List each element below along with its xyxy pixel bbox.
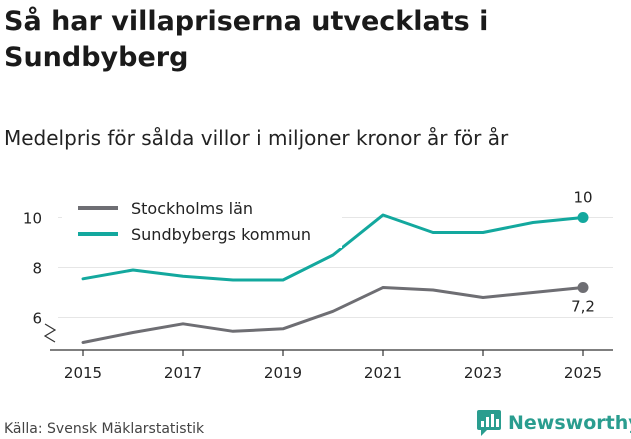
y-tick-label: 8 xyxy=(32,260,42,278)
series-end-label: 7,2 xyxy=(571,298,595,316)
brand-name: Newsworthy xyxy=(508,412,631,434)
series-end-label: 10 xyxy=(573,189,592,207)
x-tick-label: 2017 xyxy=(164,364,202,382)
axis-break-icon xyxy=(43,323,57,343)
series-line-sundbyberg xyxy=(81,213,585,282)
series-end-point xyxy=(577,212,589,223)
y-tick-label: 10 xyxy=(23,210,42,228)
legend-label: Sundbybergs kommun xyxy=(131,225,311,244)
series-end-point xyxy=(577,282,589,293)
y-tick-label: 6 xyxy=(32,310,42,328)
chart-subtitle: Medelpris för sålda villor i miljoner kr… xyxy=(4,126,509,150)
series-line-stockholm xyxy=(81,286,585,344)
x-tick-label: 2015 xyxy=(64,364,102,382)
newsworthy-icon xyxy=(477,410,501,436)
x-tick-label: 2021 xyxy=(364,364,402,382)
x-tick-label: 2023 xyxy=(464,364,502,382)
chart-title: Så har villapriserna utvecklats i Sundby… xyxy=(4,6,489,73)
source-note: Källa: Svensk Mäklarstatistik xyxy=(4,421,205,437)
legend-label: Stockholms län xyxy=(131,199,253,218)
x-tick-label: 2025 xyxy=(564,364,602,382)
newsworthy-logo: Newsworthy xyxy=(476,409,631,437)
legend-background xyxy=(62,192,342,248)
x-tick-label: 2019 xyxy=(264,364,302,382)
